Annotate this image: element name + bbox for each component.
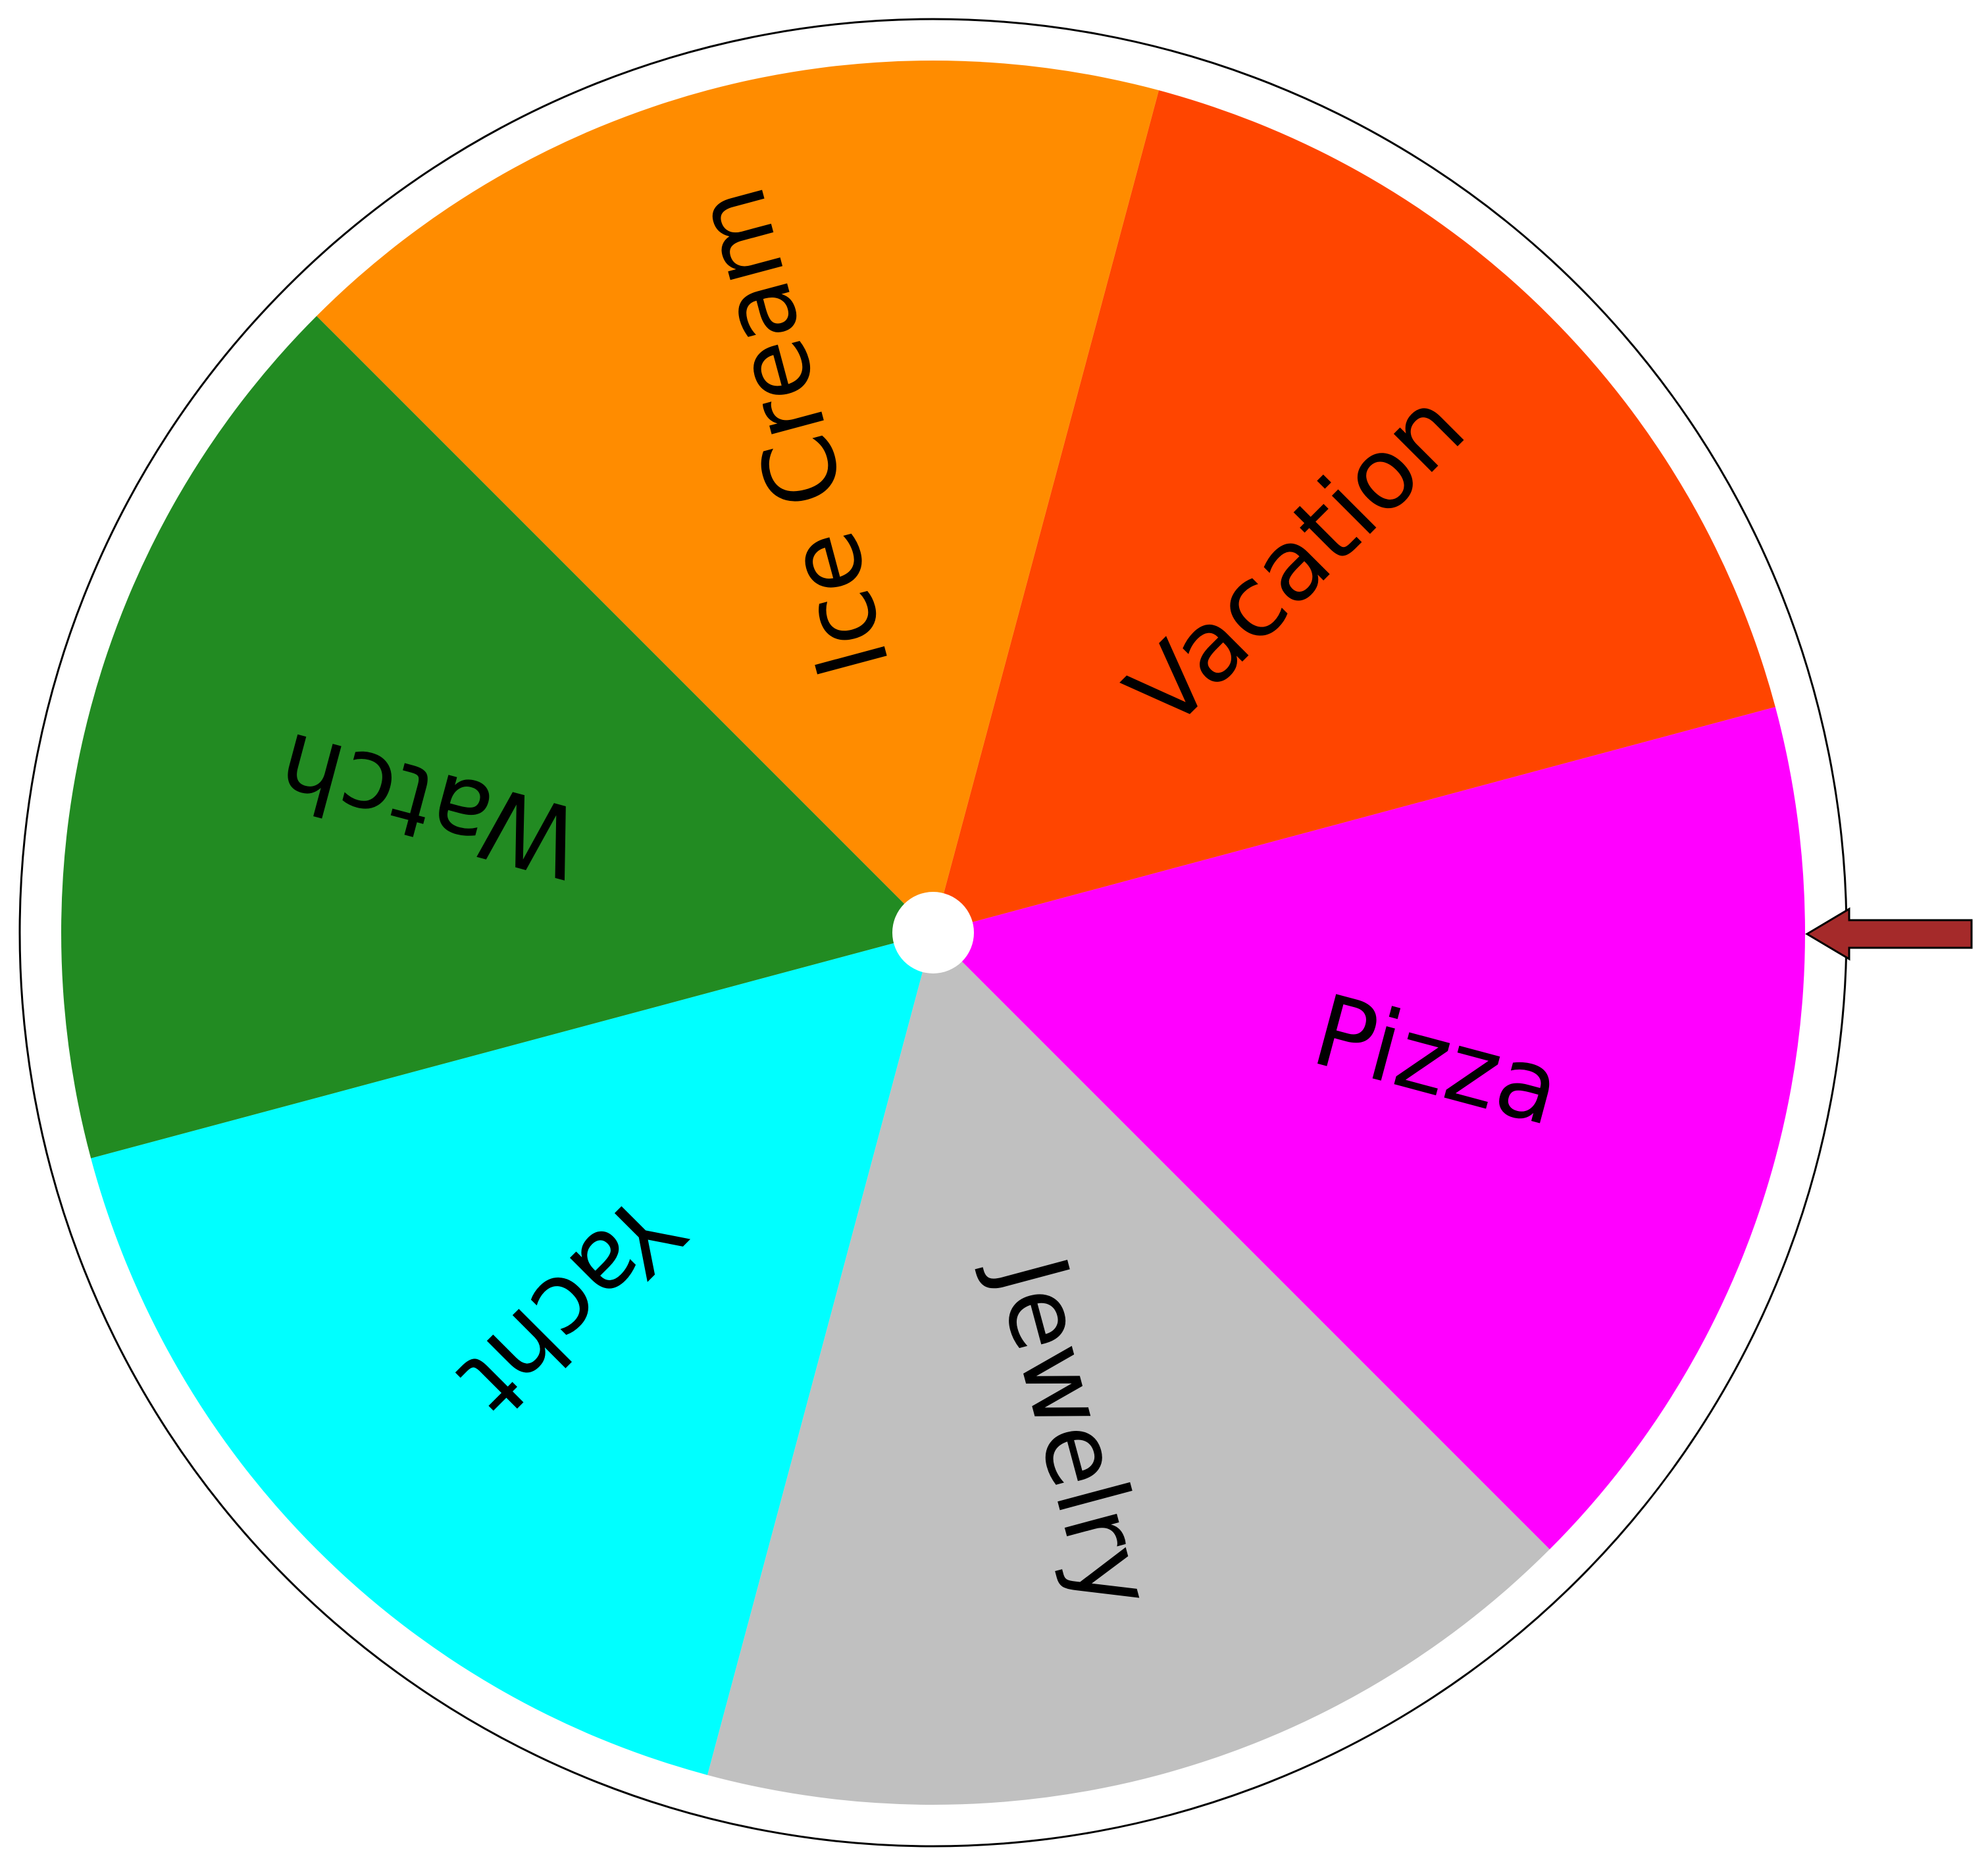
- wheel-segment: [61, 316, 934, 1158]
- wheel-segment: [933, 90, 1775, 933]
- wheel-segment: [317, 61, 1159, 933]
- arrow-left-icon: [1805, 907, 1973, 961]
- wheel-segment: [707, 933, 1550, 1805]
- wheel-hub[interactable]: [892, 892, 974, 973]
- wheel-segment: [933, 707, 1805, 1549]
- wheel-segments: [61, 61, 1805, 1805]
- wheel-segment: [91, 933, 933, 1775]
